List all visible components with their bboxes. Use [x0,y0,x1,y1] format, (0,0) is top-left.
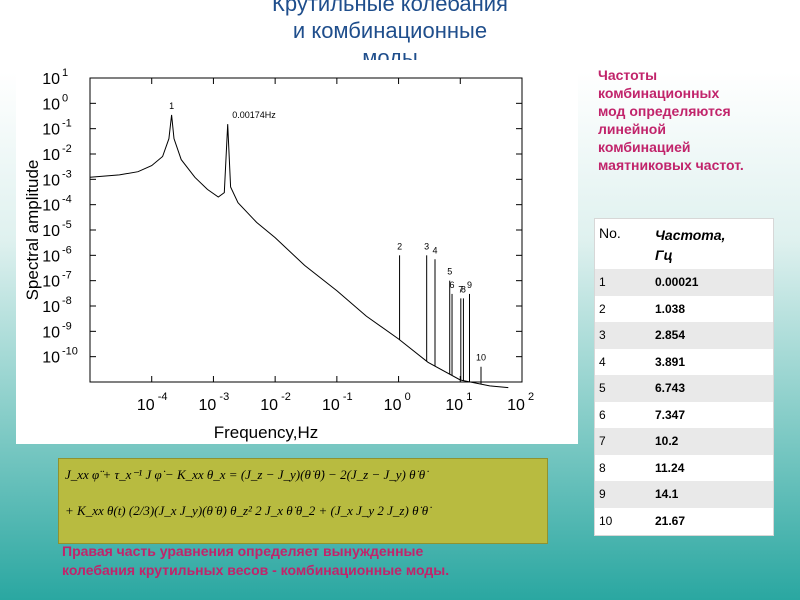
table-row: 4 3.891 [595,349,773,376]
spectrum-chart: 10 -4 10 -3 10 -2 10 -1 10 0 10 1 10 210 110 010 -110 -21… [23,67,534,442]
peak-label: 7 [458,284,463,294]
table-row: 8 11.24 [595,455,773,482]
y-tick-label: 10 [42,223,60,240]
table-header-no: No. [599,225,621,241]
plot-frame [89,77,523,383]
table-cell-frequency: 0.00021 [655,275,699,290]
x-tick-exponent: -1 [343,391,353,403]
peak-label: 8 [461,284,466,294]
table-cell-frequency: 2.854 [655,328,686,343]
y-tick-exponent: -4 [62,194,72,206]
y-tick-exponent: -6 [62,244,72,256]
x-tick-label: 10 [384,397,402,414]
table-row: 2 1.038 [595,296,773,323]
table-cell-frequency: 21.67 [655,513,686,528]
table-cell-frequency: 7.347 [655,407,686,422]
y-tick-label: 10 [42,122,60,139]
peak-label: 5 [447,267,452,277]
equation-line-1: J_xx φ̈ + τ_x⁻¹ J φ̇ − K_xx θ_x = (J_z −… [65,467,426,482]
x-tick-exponent: -3 [219,391,229,403]
y-tick-label: 10 [42,71,60,88]
equation-box: J_xx φ̈ + τ_x⁻¹ J φ̇ − K_xx θ_x = (J_z −… [58,458,548,544]
table-row: 10 21.67 [595,508,773,535]
y-tick-label: 10 [42,96,60,113]
series-line [89,114,509,389]
y-tick-label: 10 [42,147,60,164]
table-header-frequency: Частота, Гц [655,227,726,263]
table-cell-no: 10 [599,513,613,528]
table-cell-frequency: 14.1 [655,487,679,502]
table-cell-no: 7 [599,434,606,449]
y-tick-label: 10 [42,324,60,341]
y-tick-label: 10 [42,299,60,316]
x-tick-label: 10 [137,397,155,414]
table-row: 7 10.2 [595,428,773,455]
x-tick-label: 10 [507,397,525,414]
x-tick-exponent: -4 [158,391,168,403]
table-cell-no: 1 [599,275,606,290]
table-cell-frequency: 11.24 [655,460,685,475]
table-row: 3 2.854 [595,322,773,349]
peak-label: 1 [169,101,174,111]
table-cell-no: 2 [599,301,606,316]
table-cell-no: 9 [599,487,606,502]
y-axis-label: Spectral amplitude [23,160,42,301]
x-axis-label: Frequency,Hz [214,423,319,442]
table-cell-frequency: 10.2 [655,434,679,449]
x-tick-label: 10 [445,397,463,414]
peak-label: 9 [467,280,472,290]
y-tick-exponent: 1 [62,67,68,79]
x-tick-label: 10 [199,397,217,414]
y-tick-label: 10 [42,248,60,265]
y-tick-exponent: 0 [62,92,68,104]
y-tick-exponent: -5 [62,219,72,231]
table-row: 5 6.743 [595,375,773,402]
table-cell-frequency: 3.891 [655,354,686,369]
y-tick-label: 10 [42,198,60,215]
y-tick-exponent: -7 [62,270,72,282]
y-tick-exponent: -1 [62,118,72,130]
table-cell-frequency: 6.743 [655,381,686,396]
x-tick-exponent: 2 [528,391,534,403]
table-body: 1 0.00021 2 1.038 3 2.854 4 3.891 5 6.743 6 7.347 7 1… [595,269,773,534]
y-tick-label: 10 [42,172,60,189]
table-cell-no: 6 [599,407,606,422]
table-cell-no: 3 [599,328,606,343]
x-tick-exponent: -2 [281,391,291,403]
table-row: 9 14.1 [595,481,773,508]
peak-label: 3 [424,241,429,251]
frequency-table: No. Частота, Гц 1 0.00021 2 1.038 3 2.854 4 3.8… [594,218,774,536]
x-tick-label: 10 [322,397,340,414]
spectrum-chart-panel: 10 -4 10 -3 10 -2 10 -1 10 0 10 1 10 2 10 1 10 0 10 -1 10 -2 1… [16,60,578,444]
y-tick-exponent: -8 [62,295,72,307]
equation-line-2: + K_xx θ(t) (2/3)(J_x J_y)(θ̇ θ̇) θ_z² 2… [65,503,429,518]
table-cell-no: 4 [599,354,606,369]
table-cell-frequency: 1.038 [655,301,686,316]
peak-label: 6 [450,280,455,290]
peak-label: 0.00174Hz [232,110,276,120]
y-tick-label: 10 [42,350,60,367]
y-tick-exponent: -9 [62,320,72,332]
peak-label: 4 [432,245,437,255]
y-tick-label: 10 [42,274,60,291]
peak-label: 2 [397,241,402,251]
y-tick-exponent: -10 [62,346,78,358]
bottom-note: Правая часть уравнения определяет вынужд… [62,543,450,578]
table-row: 6 7.347 [595,402,773,429]
y-tick-exponent: -2 [62,143,72,155]
x-tick-exponent: 1 [466,391,472,403]
y-tick-exponent: -3 [62,168,72,180]
slide-title-line-2: и комбинационные [292,18,488,43]
x-tick-exponent: 0 [405,391,411,403]
x-tick-label: 10 [260,397,278,414]
peak-label: 10 [476,353,486,363]
table-cell-no: 5 [599,381,606,396]
slide-title-line-1: Крутильные колебания [272,0,508,16]
table-header-row: No. Частота, Гц [595,219,773,269]
table-row: 1 0.00021 [595,269,773,296]
side-note: Частоты комбинационных мод определяются … [598,67,744,173]
table-cell-no: 8 [599,460,606,475]
